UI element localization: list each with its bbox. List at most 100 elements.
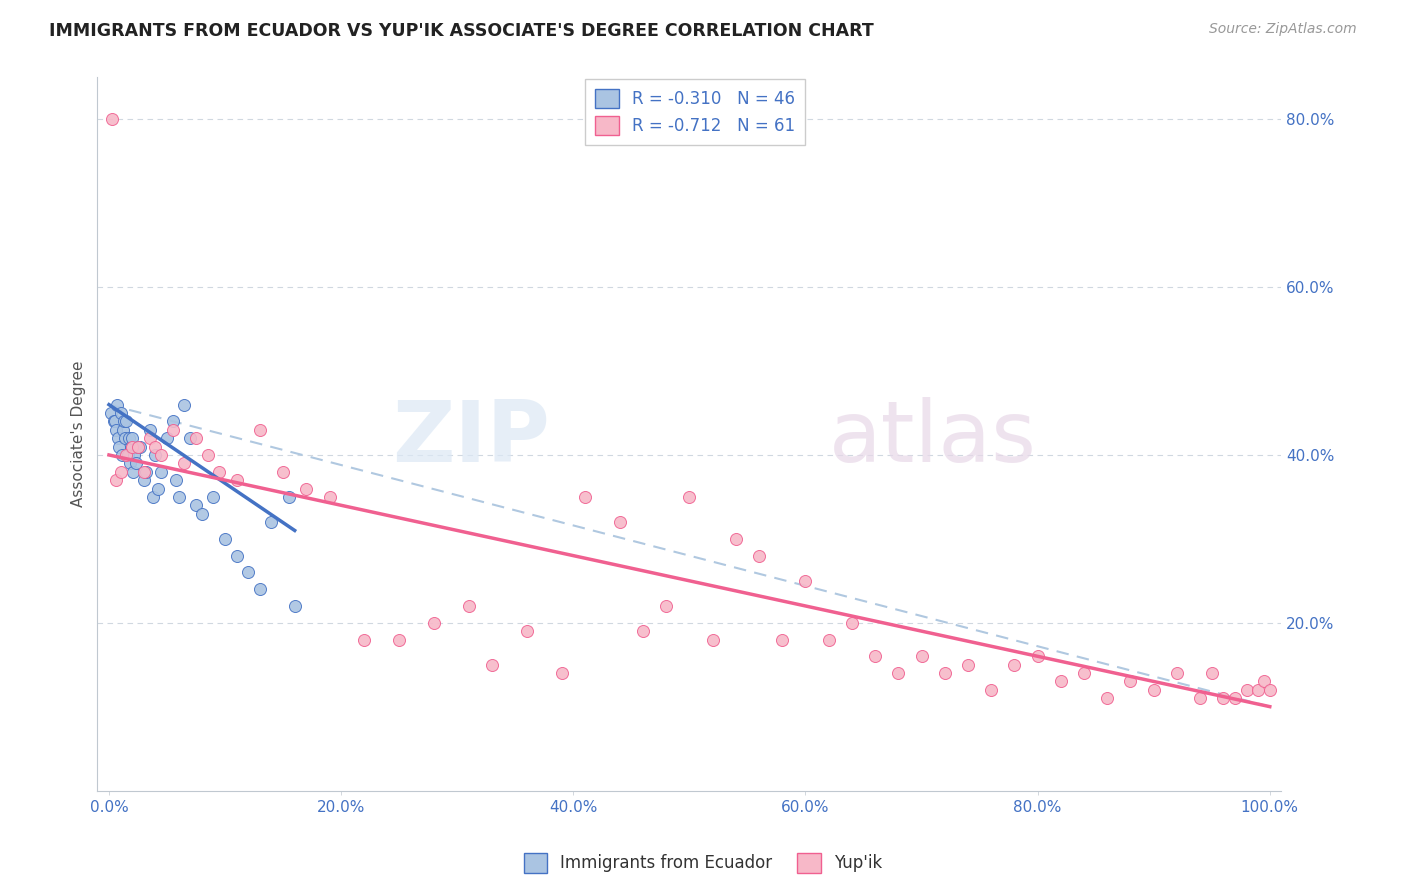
Point — [1050, 674, 1073, 689]
Point — [142, 490, 165, 504]
Point — [132, 473, 155, 487]
Point — [173, 456, 195, 470]
Point — [110, 465, 132, 479]
Point — [162, 414, 184, 428]
Point — [150, 465, 173, 479]
Point — [115, 448, 138, 462]
Point — [121, 431, 143, 445]
Point — [132, 465, 155, 479]
Point — [110, 406, 132, 420]
Point — [124, 448, 146, 462]
Text: Source: ZipAtlas.com: Source: ZipAtlas.com — [1209, 22, 1357, 37]
Point — [111, 448, 134, 462]
Point — [574, 490, 596, 504]
Point — [165, 473, 187, 487]
Text: IMMIGRANTS FROM ECUADOR VS YUP'IK ASSOCIATE'S DEGREE CORRELATION CHART: IMMIGRANTS FROM ECUADOR VS YUP'IK ASSOCI… — [49, 22, 875, 40]
Point — [1143, 682, 1166, 697]
Point — [145, 440, 167, 454]
Point — [1247, 682, 1270, 697]
Point — [118, 431, 141, 445]
Point — [112, 414, 135, 428]
Point — [117, 448, 139, 462]
Point — [318, 490, 340, 504]
Point — [910, 649, 932, 664]
Point — [208, 465, 231, 479]
Point — [156, 431, 179, 445]
Point — [184, 498, 207, 512]
Point — [101, 112, 124, 127]
Legend: Immigrants from Ecuador, Yup'ik: Immigrants from Ecuador, Yup'ik — [517, 847, 889, 880]
Point — [108, 440, 131, 454]
Point — [129, 440, 152, 454]
Point — [114, 431, 136, 445]
Point — [1212, 691, 1234, 706]
Point — [104, 414, 127, 428]
Point — [516, 624, 538, 639]
Point — [249, 582, 271, 597]
Point — [841, 615, 863, 630]
Point — [107, 431, 129, 445]
Point — [271, 465, 294, 479]
Point — [225, 473, 247, 487]
Point — [956, 657, 979, 672]
Point — [1201, 666, 1223, 681]
Point — [111, 423, 134, 437]
Point — [104, 473, 127, 487]
Point — [105, 398, 128, 412]
Point — [423, 615, 446, 630]
Point — [1119, 674, 1142, 689]
Point — [138, 431, 160, 445]
Point — [980, 682, 1002, 697]
Point — [863, 649, 886, 664]
Point — [934, 666, 956, 681]
Point — [118, 456, 141, 470]
Point — [100, 406, 122, 420]
Point — [794, 574, 817, 588]
Point — [1236, 682, 1258, 697]
Point — [887, 666, 910, 681]
Point — [724, 532, 747, 546]
Point — [167, 490, 190, 504]
Point — [1253, 674, 1275, 689]
Point — [748, 549, 770, 563]
Point — [124, 456, 146, 470]
Point — [138, 423, 160, 437]
Point — [1097, 691, 1119, 706]
Point — [655, 599, 678, 613]
Point — [550, 666, 572, 681]
Point — [103, 414, 125, 428]
Point — [120, 440, 142, 454]
Point — [295, 482, 318, 496]
Point — [481, 657, 503, 672]
Point — [1189, 691, 1212, 706]
Point — [1223, 691, 1246, 706]
Point — [1073, 666, 1095, 681]
Point — [135, 465, 157, 479]
Point — [184, 431, 207, 445]
Point — [1002, 657, 1025, 672]
Point — [702, 632, 724, 647]
Point — [127, 440, 149, 454]
Point — [817, 632, 839, 647]
Text: atlas: atlas — [828, 397, 1036, 480]
Point — [388, 632, 411, 647]
Point — [191, 507, 214, 521]
Point — [214, 532, 236, 546]
Point — [225, 549, 247, 563]
Point — [197, 448, 219, 462]
Point — [277, 490, 299, 504]
Point — [145, 448, 167, 462]
Point — [162, 423, 184, 437]
Point — [146, 482, 169, 496]
Point — [238, 566, 260, 580]
Point — [104, 423, 127, 437]
Point — [1166, 666, 1188, 681]
Point — [353, 632, 375, 647]
Point — [121, 440, 143, 454]
Point — [457, 599, 479, 613]
Point — [127, 440, 149, 454]
Point — [249, 423, 271, 437]
Point — [609, 515, 631, 529]
Point — [115, 414, 138, 428]
Point — [284, 599, 307, 613]
